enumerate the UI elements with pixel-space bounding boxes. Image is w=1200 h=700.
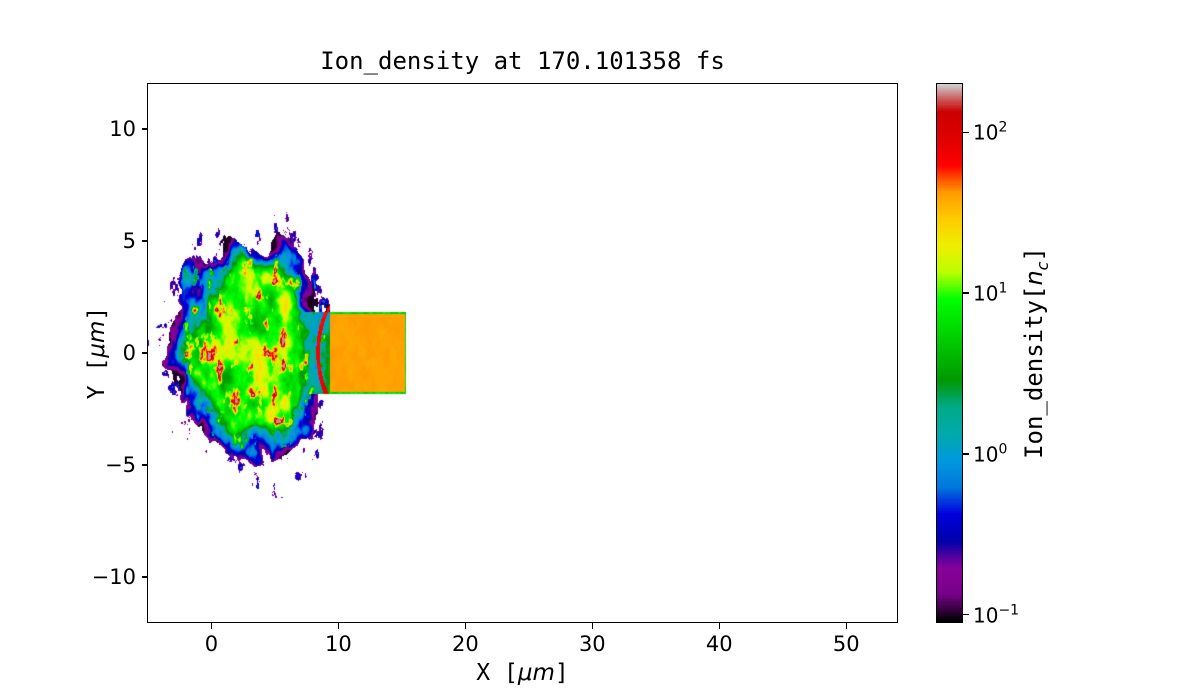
colorbar-tick-label: 101 xyxy=(973,281,1007,306)
y-tick-mark xyxy=(142,352,148,354)
y-tick-label: 0 xyxy=(122,341,136,365)
y-tick-mark xyxy=(142,240,148,242)
y-tick-mark xyxy=(142,464,148,466)
x-tick-mark xyxy=(337,623,340,629)
x-axis-label-math: μm xyxy=(517,660,555,686)
x-tick-mark xyxy=(464,623,467,629)
y-tick-mark xyxy=(142,128,148,130)
colorbar-label: Ion_density[nc] xyxy=(1020,247,1052,459)
heatmap-canvas xyxy=(148,84,897,622)
y-axis-label-prefix: Y [ xyxy=(84,357,110,400)
x-tick-mark xyxy=(845,623,847,629)
y-tick-label: −5 xyxy=(105,453,136,478)
colorbar-tick-exponent: −1 xyxy=(998,602,1020,619)
colorbar-tick-mark xyxy=(963,131,969,134)
colorbar-label-suffix: ] xyxy=(1020,247,1049,262)
colorbar xyxy=(936,83,963,623)
x-tick-label: 0 xyxy=(204,632,219,656)
colorbar-tick-exponent: 1 xyxy=(998,280,1008,297)
y-tick-label: 10 xyxy=(109,116,136,141)
colorbar-tick-mark xyxy=(963,292,969,294)
colorbar-gradient-canvas xyxy=(937,84,962,622)
colorbar-tick-exponent: 2 xyxy=(998,120,1008,137)
chart-title: Ion_density at 170.101358 fs xyxy=(320,47,725,75)
colorbar-tick-label: 10−1 xyxy=(973,602,1019,627)
colorbar-tick-label: 102 xyxy=(973,120,1007,145)
x-tick-mark xyxy=(591,623,593,629)
colorbar-label-prefix: Ion_density[ xyxy=(1020,285,1049,459)
y-axis-label: Y [μm] xyxy=(84,307,110,399)
x-axis-label: X [μm] xyxy=(148,660,897,686)
x-axis-label-suffix: ] xyxy=(554,660,569,686)
y-axis-label-suffix: ] xyxy=(84,306,110,321)
x-tick-mark xyxy=(210,623,213,629)
plot-area xyxy=(147,83,898,623)
y-axis-label-math: μm xyxy=(84,320,110,358)
colorbar-tick-base: 10 xyxy=(973,442,999,467)
y-tick-mark xyxy=(142,576,148,578)
colorbar-tick-mark xyxy=(963,613,969,616)
colorbar-label-sub: c xyxy=(1032,261,1052,271)
colorbar-tick-base: 10 xyxy=(973,120,999,145)
x-tick-label: 40 xyxy=(705,632,733,656)
y-tick-label: −10 xyxy=(91,565,136,590)
x-tick-label: 20 xyxy=(451,632,479,656)
colorbar-tick-base: 10 xyxy=(973,281,999,306)
colorbar-tick-mark xyxy=(963,453,969,455)
x-tick-mark xyxy=(718,623,720,629)
colorbar-label-math: n xyxy=(1020,270,1049,286)
x-tick-label: 30 xyxy=(578,632,606,656)
x-tick-label: 50 xyxy=(832,632,860,656)
x-axis-label-prefix: X [ xyxy=(476,660,518,686)
colorbar-tick-base: 10 xyxy=(973,602,999,627)
colorbar-tick-exponent: 0 xyxy=(998,441,1008,458)
colorbar-tick-label: 100 xyxy=(973,442,1007,467)
x-tick-label: 10 xyxy=(325,632,352,656)
y-tick-label: 5 xyxy=(122,228,136,253)
